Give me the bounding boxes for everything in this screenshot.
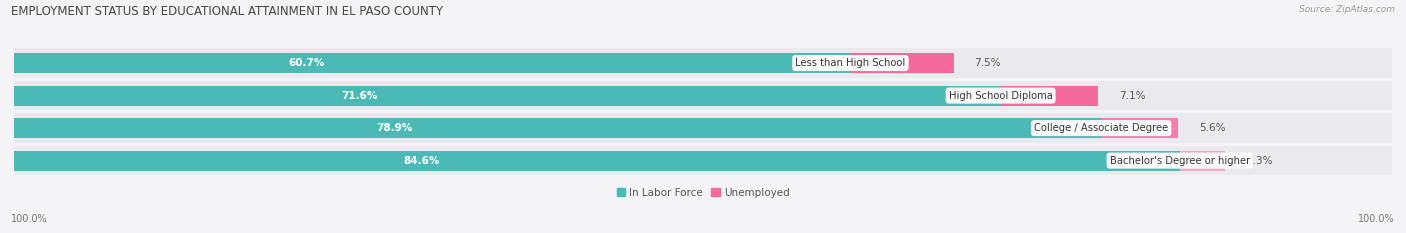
Text: 7.1%: 7.1% [1119, 91, 1146, 101]
Bar [1001, 86, 1098, 106]
Bar [851, 53, 953, 73]
Text: 71.6%: 71.6% [342, 91, 378, 101]
Bar [14, 146, 1392, 175]
Text: 60.7%: 60.7% [288, 58, 325, 68]
Bar [14, 113, 1392, 143]
Bar [14, 118, 1101, 138]
Text: 100.0%: 100.0% [1358, 214, 1395, 224]
Text: 3.3%: 3.3% [1246, 156, 1272, 166]
Text: Less than High School: Less than High School [796, 58, 905, 68]
Bar [14, 86, 1001, 106]
Text: 5.6%: 5.6% [1199, 123, 1226, 133]
Text: 100.0%: 100.0% [11, 214, 48, 224]
Text: Source: ZipAtlas.com: Source: ZipAtlas.com [1299, 5, 1395, 14]
Bar [14, 48, 1392, 78]
Bar [14, 151, 1180, 171]
Text: 7.5%: 7.5% [974, 58, 1001, 68]
Text: College / Associate Degree: College / Associate Degree [1033, 123, 1168, 133]
Bar [1180, 151, 1225, 171]
Bar [1101, 118, 1178, 138]
Text: EMPLOYMENT STATUS BY EDUCATIONAL ATTAINMENT IN EL PASO COUNTY: EMPLOYMENT STATUS BY EDUCATIONAL ATTAINM… [11, 5, 443, 18]
Text: 78.9%: 78.9% [377, 123, 413, 133]
Bar [14, 53, 851, 73]
Text: Bachelor's Degree or higher: Bachelor's Degree or higher [1109, 156, 1250, 166]
Legend: In Labor Force, Unemployed: In Labor Force, Unemployed [613, 183, 793, 202]
Bar [14, 81, 1392, 110]
Text: 84.6%: 84.6% [404, 156, 440, 166]
Text: High School Diploma: High School Diploma [949, 91, 1053, 101]
